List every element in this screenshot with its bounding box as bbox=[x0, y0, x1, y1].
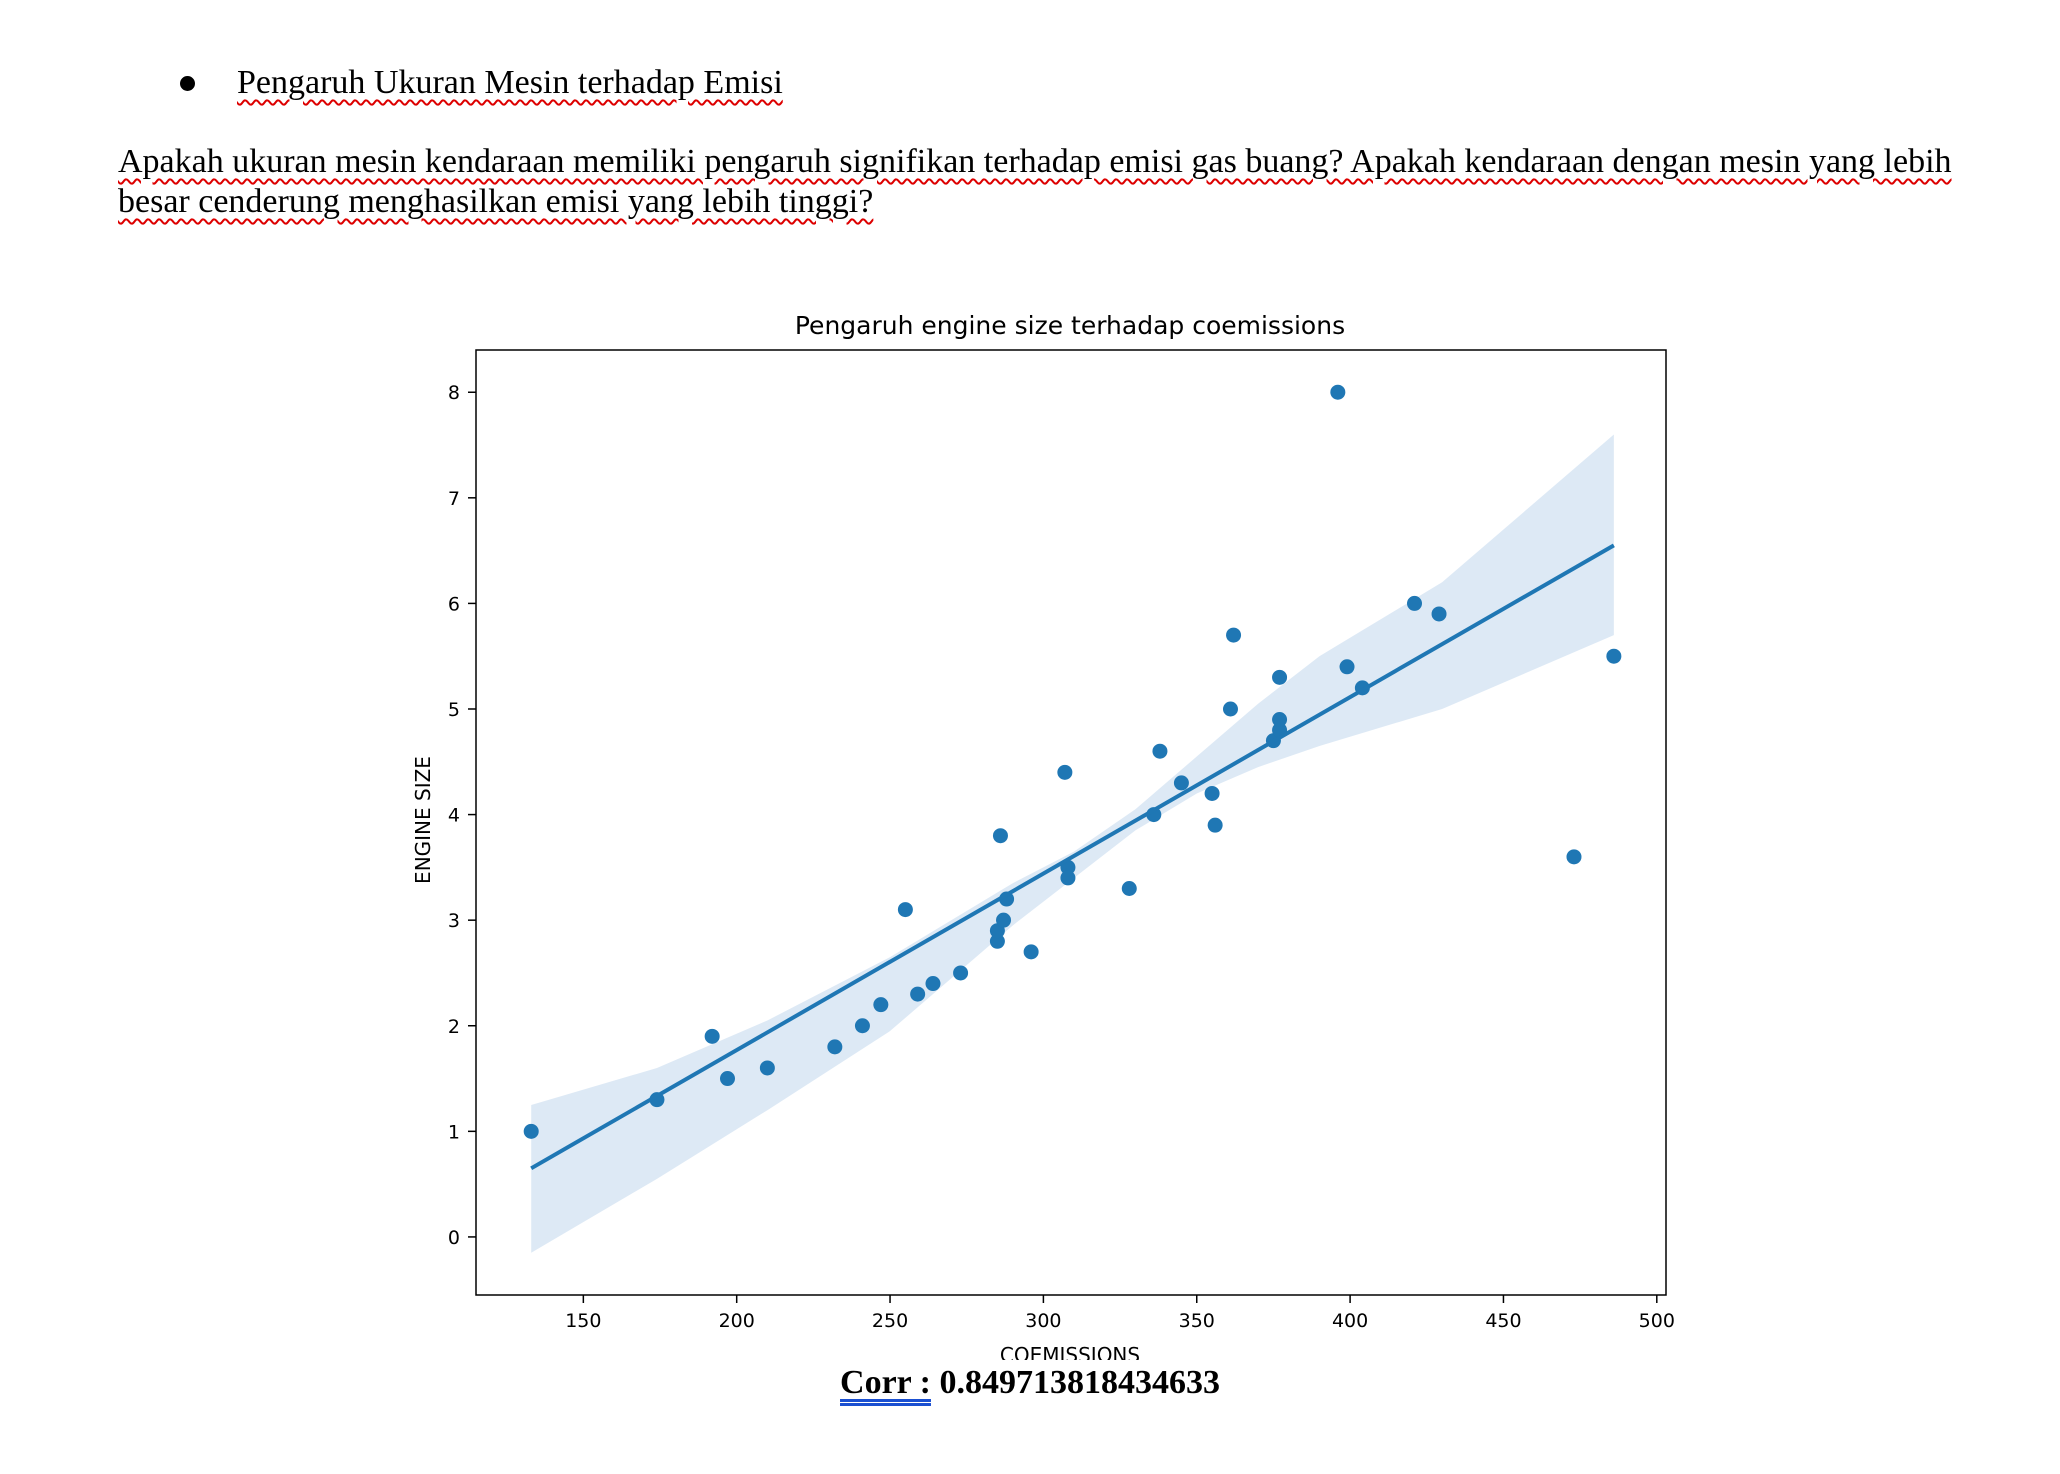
data-point bbox=[1330, 384, 1346, 400]
x-tick-label: 250 bbox=[872, 1310, 908, 1332]
data-point bbox=[1431, 606, 1447, 622]
x-tick-label: 500 bbox=[1639, 1310, 1675, 1332]
x-axis-label: COEMISSIONS bbox=[1000, 1343, 1140, 1360]
data-point bbox=[704, 1028, 720, 1044]
data-point bbox=[1060, 870, 1076, 886]
y-tick-label: 4 bbox=[448, 805, 460, 827]
data-point bbox=[1057, 764, 1073, 780]
data-point bbox=[1207, 817, 1223, 833]
x-tick-label: 300 bbox=[1025, 1310, 1061, 1332]
y-tick-label: 2 bbox=[448, 1016, 460, 1038]
section-heading: Pengaruh Ukuran Mesin terhadap Emisi bbox=[237, 64, 783, 101]
data-point bbox=[1407, 595, 1423, 611]
scatter-chart: Pengaruh engine size terhadap coemission… bbox=[390, 300, 1690, 1367]
data-point bbox=[719, 1071, 735, 1087]
y-tick-label: 0 bbox=[448, 1227, 460, 1249]
data-point bbox=[1226, 627, 1242, 643]
data-point bbox=[1272, 669, 1288, 685]
y-axis-label: ENGINE SIZE bbox=[411, 756, 435, 884]
x-tick-label: 400 bbox=[1332, 1310, 1368, 1332]
plot-frame bbox=[475, 349, 1667, 1296]
question-paragraph: Apakah ukuran mesin kendaraan memiliki p… bbox=[118, 143, 1952, 220]
data-point bbox=[1121, 880, 1137, 896]
regression-line bbox=[530, 543, 1615, 1171]
data-point bbox=[1204, 785, 1220, 801]
data-point bbox=[873, 997, 889, 1013]
data-point bbox=[1272, 712, 1288, 728]
y-axis: 0 1 2 3 4 5 6 7 8 bbox=[448, 382, 476, 1249]
x-axis: 150 200 250 300 350 400 450 500 bbox=[565, 1295, 1675, 1332]
y-tick-label: 6 bbox=[448, 593, 460, 615]
data-point bbox=[925, 976, 941, 992]
data-point bbox=[827, 1039, 843, 1055]
data-point bbox=[1566, 849, 1582, 865]
data-point bbox=[910, 986, 926, 1002]
data-points bbox=[523, 384, 1622, 1139]
chart-svg: Pengaruh engine size terhadap coemission… bbox=[411, 311, 1675, 1367]
data-point bbox=[992, 828, 1008, 844]
data-point bbox=[759, 1060, 775, 1076]
confidence-band bbox=[531, 434, 1614, 1253]
data-point bbox=[1339, 659, 1355, 675]
data-point bbox=[1023, 944, 1039, 960]
data-point bbox=[1222, 701, 1238, 717]
y-tick-label: 3 bbox=[448, 910, 460, 932]
data-point bbox=[1152, 743, 1168, 759]
y-tick-label: 1 bbox=[448, 1121, 460, 1143]
correlation-value: 0.849713818434633 bbox=[930, 1364, 1220, 1401]
y-tick-label: 5 bbox=[448, 699, 460, 721]
data-point bbox=[989, 933, 1005, 949]
data-point bbox=[1606, 648, 1622, 664]
data-point bbox=[854, 1018, 870, 1034]
x-tick-label: 450 bbox=[1485, 1310, 1521, 1332]
y-tick-label: 7 bbox=[448, 488, 460, 510]
x-tick-label: 150 bbox=[565, 1310, 601, 1332]
bullet-icon bbox=[180, 75, 195, 91]
data-point bbox=[1173, 775, 1189, 791]
data-point bbox=[996, 912, 1012, 928]
x-tick-label: 200 bbox=[719, 1310, 755, 1332]
bullet-item: Pengaruh Ukuran Mesin terhadap Emisi bbox=[180, 64, 783, 102]
correlation-line: Corr : 0.849713818434633 bbox=[0, 1364, 2060, 1402]
y-tick-label: 8 bbox=[448, 382, 460, 404]
data-point bbox=[523, 1123, 539, 1139]
x-tick-label: 350 bbox=[1179, 1310, 1215, 1332]
correlation-label: Corr : bbox=[840, 1364, 931, 1401]
data-point bbox=[953, 965, 969, 981]
chart-title: Pengaruh engine size terhadap coemission… bbox=[795, 311, 1345, 340]
data-point bbox=[897, 902, 913, 918]
